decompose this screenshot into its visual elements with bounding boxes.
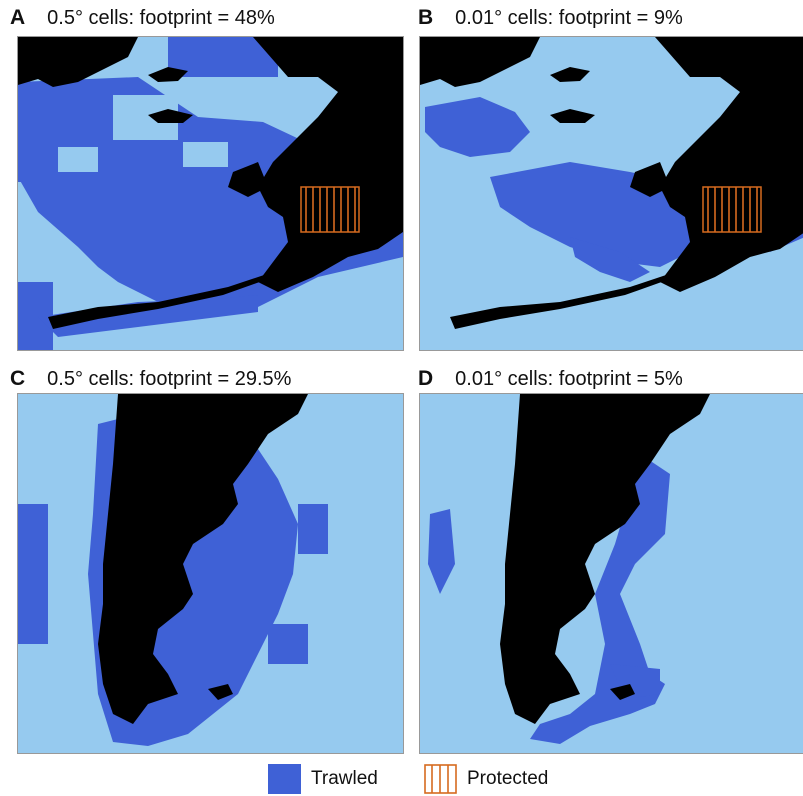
panel-b-letter: B — [418, 6, 434, 29]
panel-d-title: 0.01° cells: footprint = 5% — [455, 367, 683, 390]
protected-swatch — [424, 764, 457, 794]
land — [420, 37, 803, 329]
protected-area — [300, 186, 360, 233]
land — [500, 394, 710, 724]
map-b-bering-fine — [419, 36, 803, 351]
legend-protected: Protected — [424, 764, 548, 794]
trawled-swatch — [268, 764, 301, 794]
panel-c-header: C 0.5° cells: footprint = 29.5% — [10, 364, 291, 394]
panel-d-letter: D — [418, 367, 434, 390]
land — [18, 37, 403, 329]
map-d-patagonia-fine — [419, 393, 803, 754]
panel-a-letter: A — [10, 6, 26, 29]
map-a-bering-coarse — [17, 36, 404, 351]
legend-trawled-label: Trawled — [311, 768, 378, 789]
panel-a-title: 0.5° cells: footprint = 48% — [47, 6, 275, 29]
panel-a-header: A 0.5° cells: footprint = 48% — [10, 3, 275, 33]
land — [98, 394, 308, 724]
legend-protected-label: Protected — [467, 768, 549, 789]
panel-d-header: D 0.01° cells: footprint = 5% — [418, 364, 683, 394]
panel-c-title: 0.5° cells: footprint = 29.5% — [47, 367, 292, 390]
panel-b-header: B 0.01° cells: footprint = 9% — [418, 3, 683, 33]
trawled-area — [428, 454, 670, 744]
panel-c-letter: C — [10, 367, 26, 390]
legend-trawled: Trawled — [268, 764, 378, 794]
map-c-patagonia-coarse — [17, 393, 404, 754]
protected-area — [702, 186, 762, 233]
panel-b-title: 0.01° cells: footprint = 9% — [455, 6, 683, 29]
